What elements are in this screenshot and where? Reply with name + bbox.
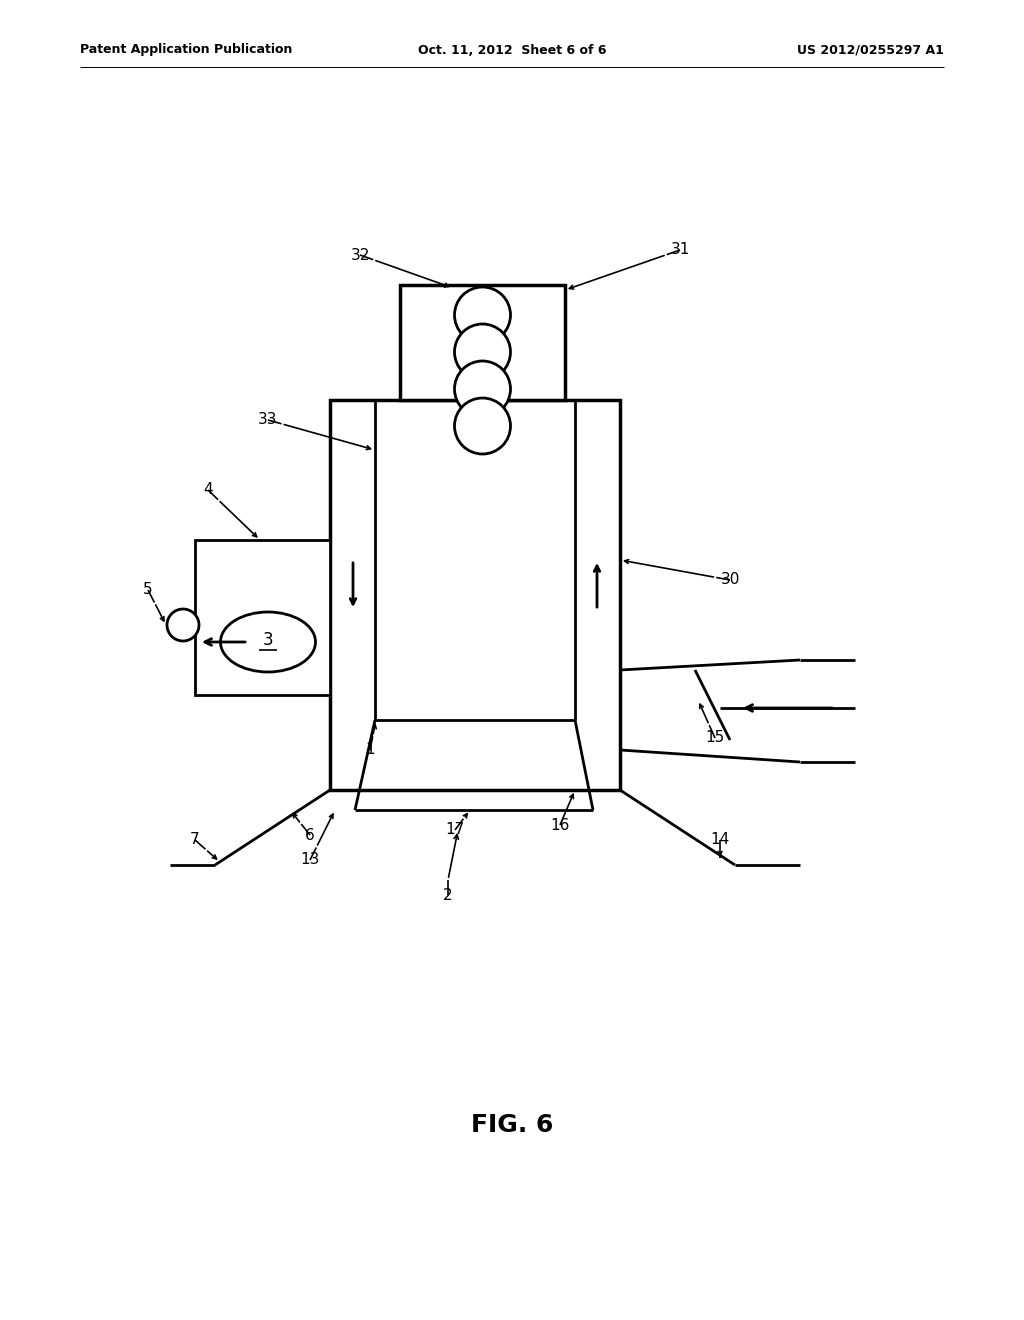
Circle shape [167, 609, 199, 642]
Text: 31: 31 [671, 243, 690, 257]
Text: 2: 2 [443, 887, 453, 903]
Text: 32: 32 [350, 248, 370, 263]
Text: US 2012/0255297 A1: US 2012/0255297 A1 [797, 44, 944, 57]
Ellipse shape [220, 612, 315, 672]
Circle shape [455, 360, 511, 417]
Text: 16: 16 [550, 817, 569, 833]
Text: 3: 3 [263, 631, 273, 649]
Text: 30: 30 [720, 573, 739, 587]
Text: 17: 17 [445, 822, 465, 837]
Text: 15: 15 [706, 730, 725, 746]
Text: 5: 5 [143, 582, 153, 598]
Text: FIG. 6: FIG. 6 [471, 1113, 553, 1137]
Bar [400, 285, 565, 400]
Text: 4: 4 [203, 483, 213, 498]
Text: 33: 33 [258, 412, 278, 428]
Text: Patent Application Publication: Patent Application Publication [80, 44, 293, 57]
Text: 1: 1 [366, 742, 375, 758]
Text: 14: 14 [711, 833, 730, 847]
Text: 7: 7 [190, 833, 200, 847]
Circle shape [455, 286, 511, 343]
Bar [195, 540, 330, 696]
Text: 6: 6 [305, 828, 314, 842]
Text: Oct. 11, 2012  Sheet 6 of 6: Oct. 11, 2012 Sheet 6 of 6 [418, 44, 606, 57]
Text: 13: 13 [300, 853, 319, 867]
Bar [330, 400, 620, 789]
Circle shape [455, 323, 511, 380]
Circle shape [455, 399, 511, 454]
